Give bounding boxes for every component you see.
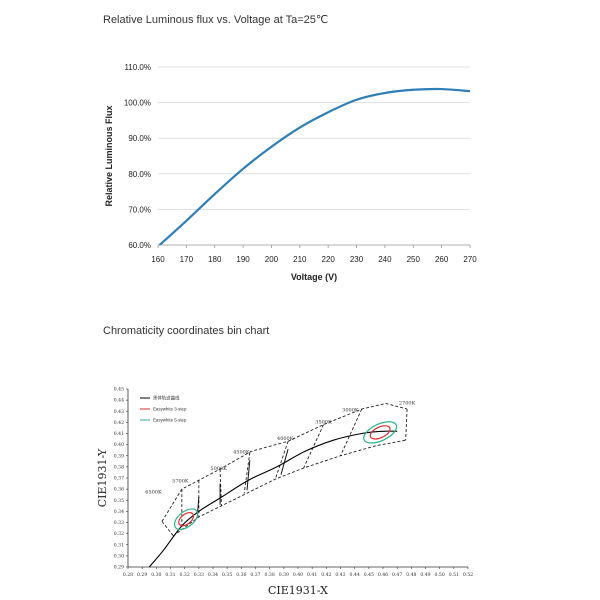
legend-label: Easywhite 3-step — [153, 407, 187, 412]
y-axis-label: Relative Luminous Flux — [104, 105, 114, 206]
x-tick-label: 250 — [407, 255, 421, 264]
y-tick-label: 90.0% — [128, 134, 151, 143]
cct-label: 4500K — [233, 450, 250, 456]
y-tick-label: 0.45 — [114, 387, 124, 393]
y-tick-label: 100.0% — [124, 99, 151, 108]
x-tick-label: 0.33 — [194, 572, 204, 578]
x-tick-label: 230 — [350, 255, 364, 264]
x-tick-label: 0.38 — [265, 572, 275, 578]
y-tick-label: 0.44 — [114, 398, 124, 404]
bin-divider — [405, 409, 408, 441]
y-tick-label: 0.40 — [114, 442, 124, 448]
x-tick-label: 0.47 — [392, 572, 402, 578]
x-tick-label: 0.35 — [222, 572, 232, 578]
macadam-ellipse — [178, 512, 195, 527]
cct-label: 3500K — [315, 419, 332, 425]
macadam-ellipse — [173, 508, 199, 530]
x-tick-label: 0.49 — [420, 572, 430, 578]
bin-divider — [303, 424, 324, 469]
x-tick-label: 270 — [463, 255, 477, 264]
flux-curve — [158, 87, 470, 245]
x-tick-label: 0.28 — [123, 572, 133, 578]
x-tick-label: 170 — [180, 255, 194, 264]
y-tick-label: 0.33 — [114, 520, 124, 526]
y-tick-label: 80.0% — [128, 170, 151, 179]
x-tick-label: 0.39 — [279, 572, 289, 578]
x-tick-label: 0.52 — [463, 572, 473, 578]
x-tick-label: 0.50 — [435, 572, 445, 578]
y-tick-label: 0.43 — [114, 409, 124, 415]
bin-divider — [274, 441, 289, 480]
x-tick-label: 0.51 — [449, 572, 459, 578]
bin-lower-boundary — [173, 439, 406, 537]
x-tick-label: 0.40 — [293, 572, 303, 578]
chart1-plot: 60.0% 70.0% 80.0% 90.0% 100.0% 110.0% 160 170 18… — [104, 63, 477, 282]
x-tick-label: 0.42 — [321, 572, 331, 578]
y-tick-label: 0.37 — [114, 476, 124, 482]
y-tick-label: 0.32 — [114, 531, 124, 537]
y-tick-label: 110.0% — [124, 63, 151, 72]
x-tick-label: 0.46 — [378, 572, 388, 578]
chart2-title: Chromaticity coordinates bin chart — [103, 325, 270, 337]
macadam-ellipse — [369, 425, 391, 440]
x-tick-label: 160 — [151, 255, 165, 264]
y-tick-label: 0.39 — [114, 453, 124, 459]
cct-label: 5000K — [210, 466, 227, 472]
planckian-locus-curve — [148, 430, 398, 568]
x-axis-label: Voltage (V) — [291, 272, 337, 282]
x-tick-label: 200 — [265, 255, 279, 264]
x-tick-label: 240 — [378, 255, 392, 264]
x-tick-label: 0.44 — [350, 572, 360, 578]
x-tick-label: 0.32 — [180, 572, 190, 578]
y-tick-label: 0.30 — [114, 553, 124, 559]
bin-divider — [243, 452, 251, 494]
x-tick-label: 0.34 — [208, 572, 218, 578]
x-tick-label: 220 — [322, 255, 336, 264]
legend-label: Easywhite 5-step — [153, 418, 187, 423]
x-tick-label: 190 — [236, 255, 250, 264]
bin-divider — [161, 521, 174, 537]
x-tick-label: 0.41 — [307, 572, 317, 578]
cct-label: 4000K — [277, 436, 294, 442]
y-axis-label: CIE1931-Y — [96, 448, 109, 507]
legend-label: 黑体轨迹曲线 — [153, 395, 180, 402]
x-tick-label: 180 — [208, 255, 222, 264]
x-tick-label: 0.45 — [364, 572, 374, 578]
cct-label: 5700K — [172, 478, 189, 484]
cie-chart-plot: 0.29 0.30 0.31 0.32 0.33 0.34 0.35 0.36 0.37 0.38… — [96, 387, 473, 597]
x-tick-label: 210 — [293, 255, 307, 264]
macadam-ellipse — [363, 421, 398, 444]
cct-label: 2700K — [399, 401, 416, 407]
y-tick-label: 0.31 — [114, 542, 124, 548]
x-tick-label: 0.36 — [236, 572, 246, 578]
y-tick-label: 0.42 — [114, 420, 124, 426]
y-tick-label: 0.41 — [114, 431, 124, 437]
y-tick-label: 0.35 — [114, 498, 124, 504]
x-axis-label: CIE1931-X — [268, 584, 328, 597]
bin-center-line — [246, 460, 251, 491]
cct-label: 3000K — [342, 407, 359, 413]
y-tick-label: 70.0% — [128, 205, 151, 214]
y-tick-label: 0.36 — [114, 487, 124, 493]
x-tick-label: 0.37 — [250, 572, 260, 578]
y-tick-label: 0.38 — [114, 464, 124, 470]
cct-label: 6500K — [145, 490, 162, 496]
bin-divider — [219, 469, 222, 506]
chart1-title: Relative Luminous flux vs. Voltage at Ta… — [103, 14, 329, 26]
y-tick-label: 0.34 — [114, 509, 124, 515]
x-tick-label: 0.31 — [165, 572, 175, 578]
x-tick-label: 0.43 — [335, 572, 345, 578]
x-tick-label: 260 — [435, 255, 449, 264]
x-tick-label: 0.29 — [137, 572, 147, 578]
bin-center-line — [280, 448, 289, 475]
x-tick-label: 0.48 — [406, 572, 416, 578]
bin-divider — [340, 408, 363, 456]
y-tick-label: 0.29 — [114, 565, 124, 571]
y-tick-label: 60.0% — [128, 241, 151, 250]
x-tick-label: 0.30 — [151, 572, 161, 578]
